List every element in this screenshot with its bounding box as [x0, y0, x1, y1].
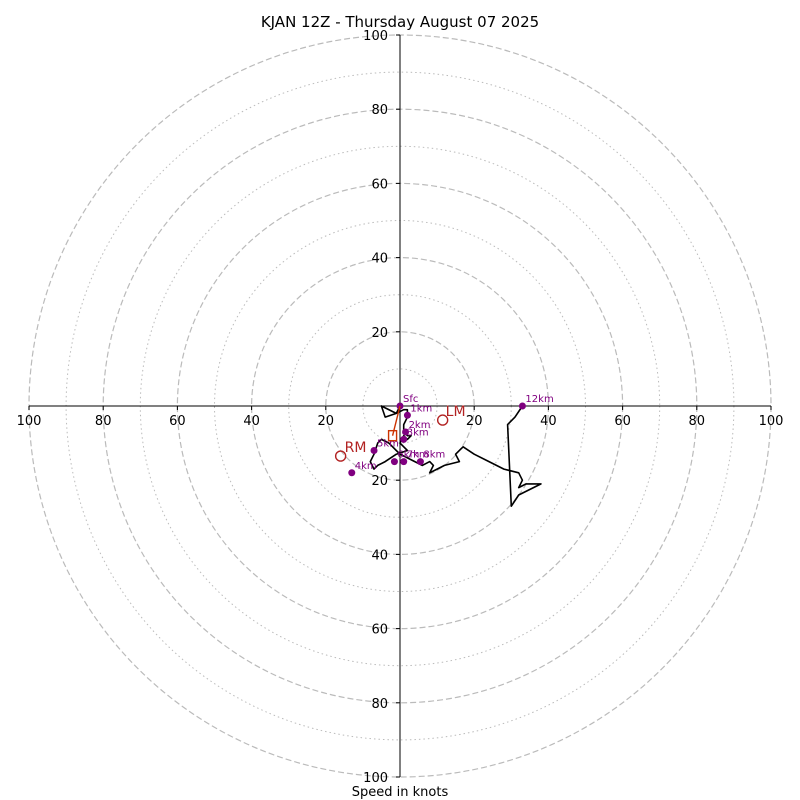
- y-tick-label: 60: [371, 177, 388, 192]
- height-marker-label: 1km: [410, 403, 432, 414]
- x-tick-label: 40: [243, 414, 260, 429]
- storm-motion-marker: [436, 414, 449, 426]
- x-tick-label: 100: [759, 414, 784, 429]
- mean-wind-marker: [387, 429, 398, 442]
- y-tick-label: 80: [371, 103, 388, 118]
- x-tick-label: 100: [17, 414, 42, 429]
- height-marker: [416, 458, 424, 466]
- storm-motion-label: RM: [345, 440, 367, 456]
- y-tick-label: 80: [371, 697, 388, 712]
- x-tick-label: 60: [169, 414, 186, 429]
- y-tick-label: 20: [371, 326, 388, 341]
- height-marker-label: 6km: [397, 450, 419, 461]
- x-tick-label: 40: [540, 414, 557, 429]
- height-marker-label: 5km: [377, 439, 399, 450]
- storm-motion-marker: [334, 450, 347, 462]
- height-marker-label: 4km: [355, 461, 377, 472]
- y-tick-label: 100: [363, 29, 388, 44]
- height-marker-label: 7km: [407, 450, 429, 461]
- y-tick-label: 20: [371, 474, 388, 489]
- x-tick-label: 20: [318, 414, 335, 429]
- height-marker-label: 3km: [407, 427, 429, 438]
- height-marker-label: 2km: [409, 420, 431, 431]
- tick-labels: 100 100 80 80 60 60 40 40 20 20 20 20 40 40 60 60 80 80 10…: [17, 29, 784, 786]
- x-tick-label: 60: [614, 414, 631, 429]
- x-axis-label: Speed in knots: [352, 785, 449, 800]
- height-marker: [400, 435, 408, 443]
- height-marker-label: Sfc: [403, 394, 418, 405]
- mean-wind-vector: [391, 405, 401, 436]
- height-marker: [518, 402, 526, 410]
- height-marker: [402, 428, 410, 436]
- storm-motion-label: LM: [446, 404, 466, 420]
- storm-motion-markers: RM LM: [334, 404, 466, 462]
- height-marker: [403, 411, 411, 419]
- x-tick-label: 80: [95, 414, 112, 429]
- y-tick-label: 60: [371, 623, 388, 638]
- height-marker-label: 12km: [525, 394, 553, 405]
- chart-title: KJAN 12Z - Thursday August 07 2025: [261, 13, 539, 31]
- height-marker: [348, 469, 356, 477]
- y-tick-label: 40: [371, 252, 388, 267]
- height-marker: [370, 447, 378, 455]
- y-tick-label: 100: [363, 771, 388, 786]
- height-marker: [390, 458, 398, 466]
- x-tick-label: 80: [689, 414, 706, 429]
- height-marker-label: 8km: [423, 450, 445, 461]
- x-tick-label: 20: [466, 414, 483, 429]
- height-marker: [400, 458, 408, 466]
- y-tick-label: 40: [371, 548, 388, 563]
